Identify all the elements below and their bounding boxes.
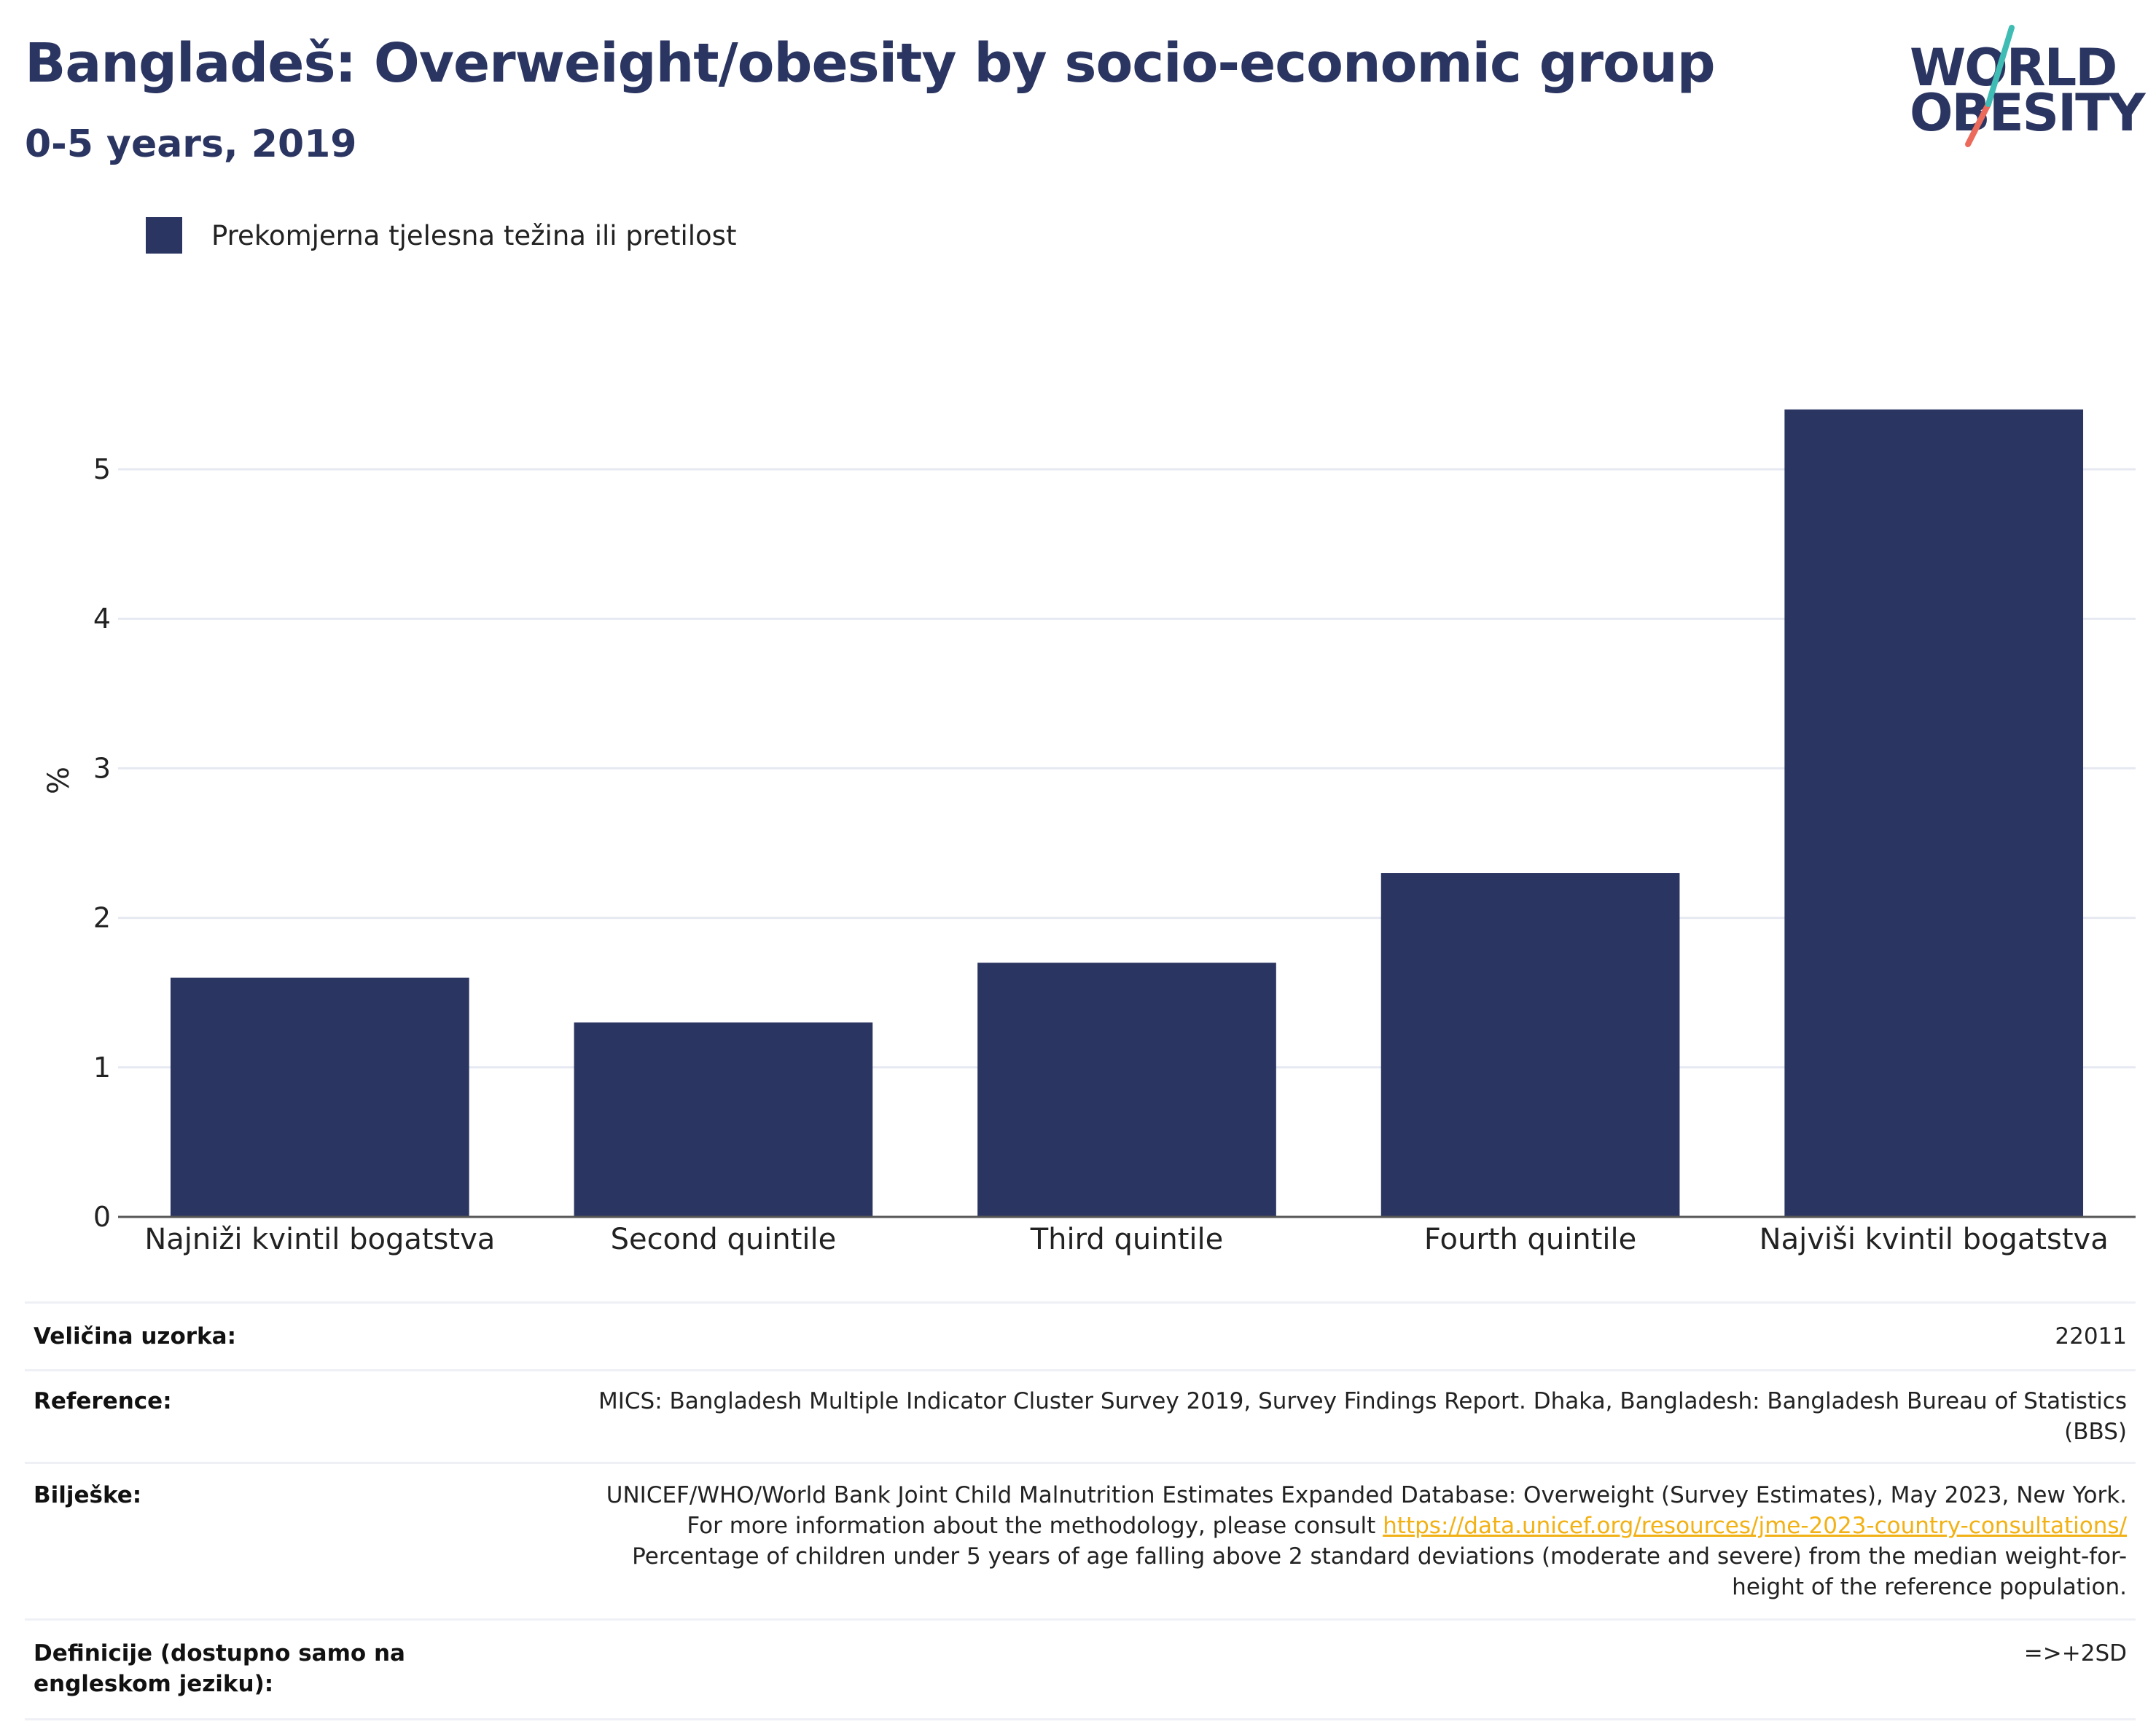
logo-word-obesity: OBESITY (1910, 83, 2146, 143)
info-table: Veličina uzorka: 22011 Reference: MICS: … (25, 1301, 2136, 1720)
definitions-label: Definicije (dostupno samo na engleskom j… (34, 1640, 405, 1697)
x-tick-label: Second quintile (611, 1223, 837, 1256)
chart-legend: Prekomjerna tjelesna težina ili pretilos… (146, 217, 736, 254)
y-tick-label: 1 (93, 1051, 111, 1084)
notes-label: Bilješke: (34, 1482, 142, 1508)
bar-3 (977, 963, 1276, 1217)
bar-4 (1380, 873, 1680, 1217)
world-obesity-logo: WORLD OBESITY (1895, 20, 2146, 152)
logo-word-world: WORLD (1910, 38, 2117, 98)
x-tick-label: Fourth quintile (1424, 1223, 1636, 1256)
definitions-value: =>+2SD (2023, 1640, 2127, 1667)
info-row-notes: Bilješke: UNICEF/WHO/World Bank Joint Ch… (25, 1462, 2136, 1618)
notes-value: UNICEF/WHO/World Bank Joint Child Malnut… (567, 1480, 2136, 1602)
sample-size-label: Veličina uzorka: (34, 1323, 236, 1350)
logo-slash-icon (1965, 25, 2015, 147)
reference-label: Reference: (34, 1388, 172, 1414)
legend-label: Prekomjerna tjelesna težina ili pretilos… (211, 219, 737, 251)
info-row-reference: Reference: MICS: Bangladesh Multiple Ind… (25, 1369, 2136, 1462)
x-tick-label: Najniži kvintil bogatstva (144, 1223, 495, 1256)
legend-swatch (146, 217, 182, 254)
y-tick-label: 5 (93, 453, 111, 485)
x-tick-label: Third quintile (1030, 1223, 1223, 1256)
chart-subtitle: 0-5 years, 2019 (25, 122, 357, 166)
bar-chart: 0 1 2 3 4 5 Najniži kvintil bogatstva Second qu… (93, 409, 2136, 1256)
x-tick-label: Najviši kvintil bogatstva (1759, 1223, 2109, 1256)
reference-value: MICS: Bangladesh Multiple Indicator Clus… (598, 1388, 2127, 1445)
notes-link[interactable]: https://data.unicef.org/resources/jme-20… (1383, 1513, 2127, 1539)
bar-2 (574, 1022, 873, 1217)
y-tick-label: 2 (93, 902, 111, 934)
bar-1 (170, 977, 469, 1217)
y-tick-label: 3 (93, 752, 111, 784)
y-tick-label: 4 (93, 603, 111, 635)
info-row-sample: Veličina uzorka: 22011 (25, 1301, 2136, 1369)
sample-size-value: 22011 (2055, 1323, 2127, 1350)
info-row-definitions: Definicije (dostupno samo na engleskom j… (25, 1618, 2136, 1720)
notes-text-2: Percentage of children under 5 years of … (632, 1543, 2127, 1600)
notes-text-1: UNICEF/WHO/World Bank Joint Child Malnut… (606, 1482, 2127, 1539)
y-tick-label: 0 (93, 1201, 111, 1233)
bar-5 (1784, 409, 2084, 1218)
chart-title: Bangladeš: Overweight/obesity by socio-e… (25, 32, 1716, 95)
